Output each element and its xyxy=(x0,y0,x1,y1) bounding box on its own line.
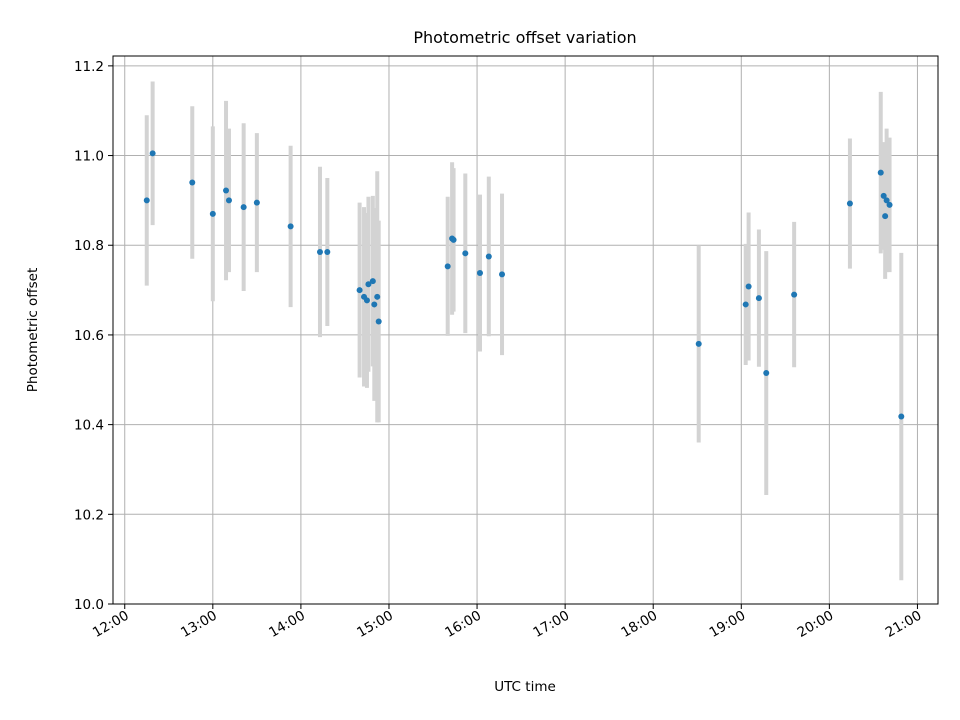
data-point xyxy=(450,236,457,243)
plot-frame xyxy=(112,55,939,605)
y-tick-label: 10.0 xyxy=(74,597,104,613)
data-point xyxy=(846,200,853,207)
data-point xyxy=(225,197,232,204)
data-point xyxy=(223,187,230,194)
data-point xyxy=(485,253,492,260)
data-point xyxy=(374,293,381,300)
data-point xyxy=(476,270,483,277)
data-point xyxy=(209,210,216,217)
data-point xyxy=(898,413,905,420)
data-point xyxy=(745,283,752,290)
data-point xyxy=(742,301,749,308)
data-point xyxy=(189,179,196,186)
data-point xyxy=(365,281,372,288)
data-point xyxy=(763,370,770,377)
data-points xyxy=(143,150,905,420)
data-point xyxy=(287,223,294,230)
data-point xyxy=(877,169,884,176)
data-point xyxy=(791,291,798,298)
y-tick-label: 11.2 xyxy=(74,59,104,75)
y-tick-label: 10.6 xyxy=(74,328,104,344)
data-point xyxy=(240,204,247,211)
data-point xyxy=(143,197,150,204)
y-tick-label: 10.8 xyxy=(74,238,104,254)
data-point xyxy=(880,192,887,199)
data-point xyxy=(356,287,363,294)
data-point xyxy=(755,295,762,302)
y-tick-label: 10.2 xyxy=(74,507,104,523)
data-point xyxy=(695,340,702,347)
data-point xyxy=(371,301,378,308)
data-point xyxy=(882,213,889,220)
x-axis-label: UTC time xyxy=(494,679,556,695)
y-axis-label: Photometric offset xyxy=(25,268,41,392)
data-point xyxy=(499,271,506,278)
data-point xyxy=(316,248,323,255)
data-point xyxy=(462,250,469,257)
data-point xyxy=(886,201,893,208)
data-point xyxy=(369,278,376,285)
data-point xyxy=(444,263,451,270)
y-tick-label: 10.4 xyxy=(74,418,104,434)
data-point xyxy=(253,199,260,206)
data-point xyxy=(883,197,890,204)
y-tick-label: 11.0 xyxy=(74,149,104,165)
data-point xyxy=(324,248,331,255)
y-axis: 10.0 10.2 10.4 10.6 10.8 11.0 11.2 xyxy=(74,59,113,613)
data-point xyxy=(149,150,156,157)
chart-title: Photometric offset variation xyxy=(413,28,636,47)
data-point xyxy=(363,297,370,304)
data-point xyxy=(375,318,382,325)
